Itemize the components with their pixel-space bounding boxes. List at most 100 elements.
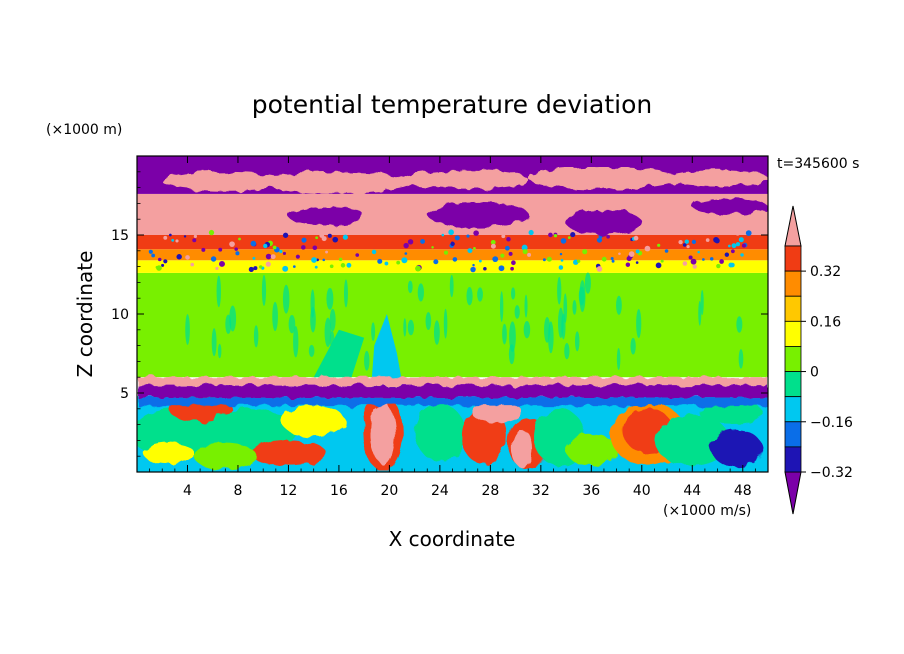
streak-mark (636, 309, 642, 339)
streak-mark (443, 308, 448, 339)
streak-mark (417, 283, 424, 302)
speckle-mark (295, 254, 300, 259)
speckle-mark (719, 259, 724, 264)
time-label: t=345600 s (777, 156, 859, 172)
speckle-mark (678, 239, 683, 245)
speckle-mark (338, 257, 343, 262)
speckle-mark (633, 235, 639, 241)
speckle-mark (248, 266, 254, 273)
streak-mark (253, 325, 259, 348)
speckle-mark (346, 262, 352, 268)
speckle-mark (282, 265, 289, 272)
y-axis-label: Z coordinate (73, 251, 97, 378)
speckle-mark (705, 238, 710, 242)
speckle-mark (319, 233, 325, 238)
streak-mark (584, 272, 591, 294)
cloud-pink (162, 171, 289, 191)
eddy-mark (471, 400, 522, 424)
speckle-mark (325, 250, 329, 254)
speckle-mark (501, 234, 506, 239)
x-tick-label: 16 (330, 483, 348, 499)
speckle-mark (492, 256, 499, 263)
plume-cyan (370, 314, 405, 397)
speckle-mark (567, 236, 571, 239)
streak-mark (616, 295, 622, 315)
speckle-mark (553, 234, 558, 238)
speckle-mark (686, 244, 690, 249)
speckle-mark (709, 257, 714, 261)
speckle-mark (490, 243, 496, 249)
speckle-mark (655, 262, 662, 269)
streak-mark (216, 275, 221, 308)
speckle-mark (728, 262, 734, 268)
x-tick-label: 28 (481, 483, 499, 499)
streak-mark (449, 274, 454, 298)
band-blue-low (137, 397, 768, 406)
speckle-mark (735, 242, 741, 247)
speckle-mark (157, 257, 162, 262)
colorbar-swatch (784, 371, 802, 398)
colorbar-swatch (784, 245, 802, 272)
speckle-mark (292, 265, 296, 268)
speckle-mark (270, 254, 276, 260)
y-tick-label: 10 (111, 307, 129, 323)
x-tick-label: 20 (380, 483, 398, 499)
speckle-mark (478, 259, 482, 263)
speckle-mark (697, 250, 700, 254)
speckle-mark (576, 259, 581, 263)
speckle-mark (431, 246, 434, 249)
speckle-mark (433, 259, 439, 265)
speckle-mark (745, 230, 752, 236)
speckle-mark (415, 265, 421, 272)
colorbar-tick-label: −0.16 (810, 415, 853, 431)
speckle-mark (176, 254, 182, 260)
speckle-mark (163, 259, 168, 264)
speckle-mark (235, 251, 240, 256)
eddy-mark (282, 405, 346, 438)
eddy-mark (711, 429, 762, 468)
speckle-mark (498, 265, 505, 272)
streak-mark (557, 276, 562, 305)
speckle-mark (201, 247, 206, 252)
cloud-purple (427, 201, 529, 228)
streak-mark (344, 279, 348, 308)
speckle-mark (250, 240, 257, 247)
x-tick-label: 36 (582, 483, 600, 499)
streak-mark (308, 344, 315, 357)
streak-mark (329, 308, 336, 332)
speckle-mark (407, 239, 414, 245)
colorbar: 0.32 0.16 0 −0.16 −0.32 (784, 205, 853, 515)
speckle-mark (690, 258, 697, 265)
speckle-mark (190, 262, 195, 267)
speckle-mark (443, 250, 449, 255)
streak-mark (288, 315, 296, 334)
streak-mark (185, 314, 190, 345)
streak-mark (229, 305, 237, 332)
speckle-mark (377, 258, 383, 264)
chart-title: potential temperature deviation (252, 90, 652, 119)
speckle-mark (311, 257, 317, 263)
speckle-mark (691, 239, 697, 245)
colorbar-tick-label: −0.32 (810, 465, 853, 481)
speckle-mark (626, 256, 632, 262)
streak-mark (407, 319, 415, 336)
streak-mark (700, 289, 704, 316)
speckle-mark (384, 261, 389, 266)
speckle-mark (340, 263, 346, 268)
speckle-mark (454, 235, 460, 241)
speckle-mark (192, 238, 197, 243)
y-unit-label: (×1000 m) (46, 122, 122, 138)
speckle-mark (183, 235, 187, 238)
speckle-mark (401, 257, 408, 264)
colorbar-tick-label: 0.32 (810, 264, 841, 280)
speckle-mark (371, 249, 377, 255)
eddy-mark (654, 415, 731, 466)
x-tick-label: 32 (532, 483, 550, 499)
cloud-purple (288, 206, 365, 226)
x-tick-label: 40 (633, 483, 651, 499)
streak-mark (433, 320, 440, 345)
x-unit-label: (×1000 m/s) (663, 503, 751, 519)
speckle-mark (625, 262, 631, 267)
streak-mark (403, 318, 407, 337)
